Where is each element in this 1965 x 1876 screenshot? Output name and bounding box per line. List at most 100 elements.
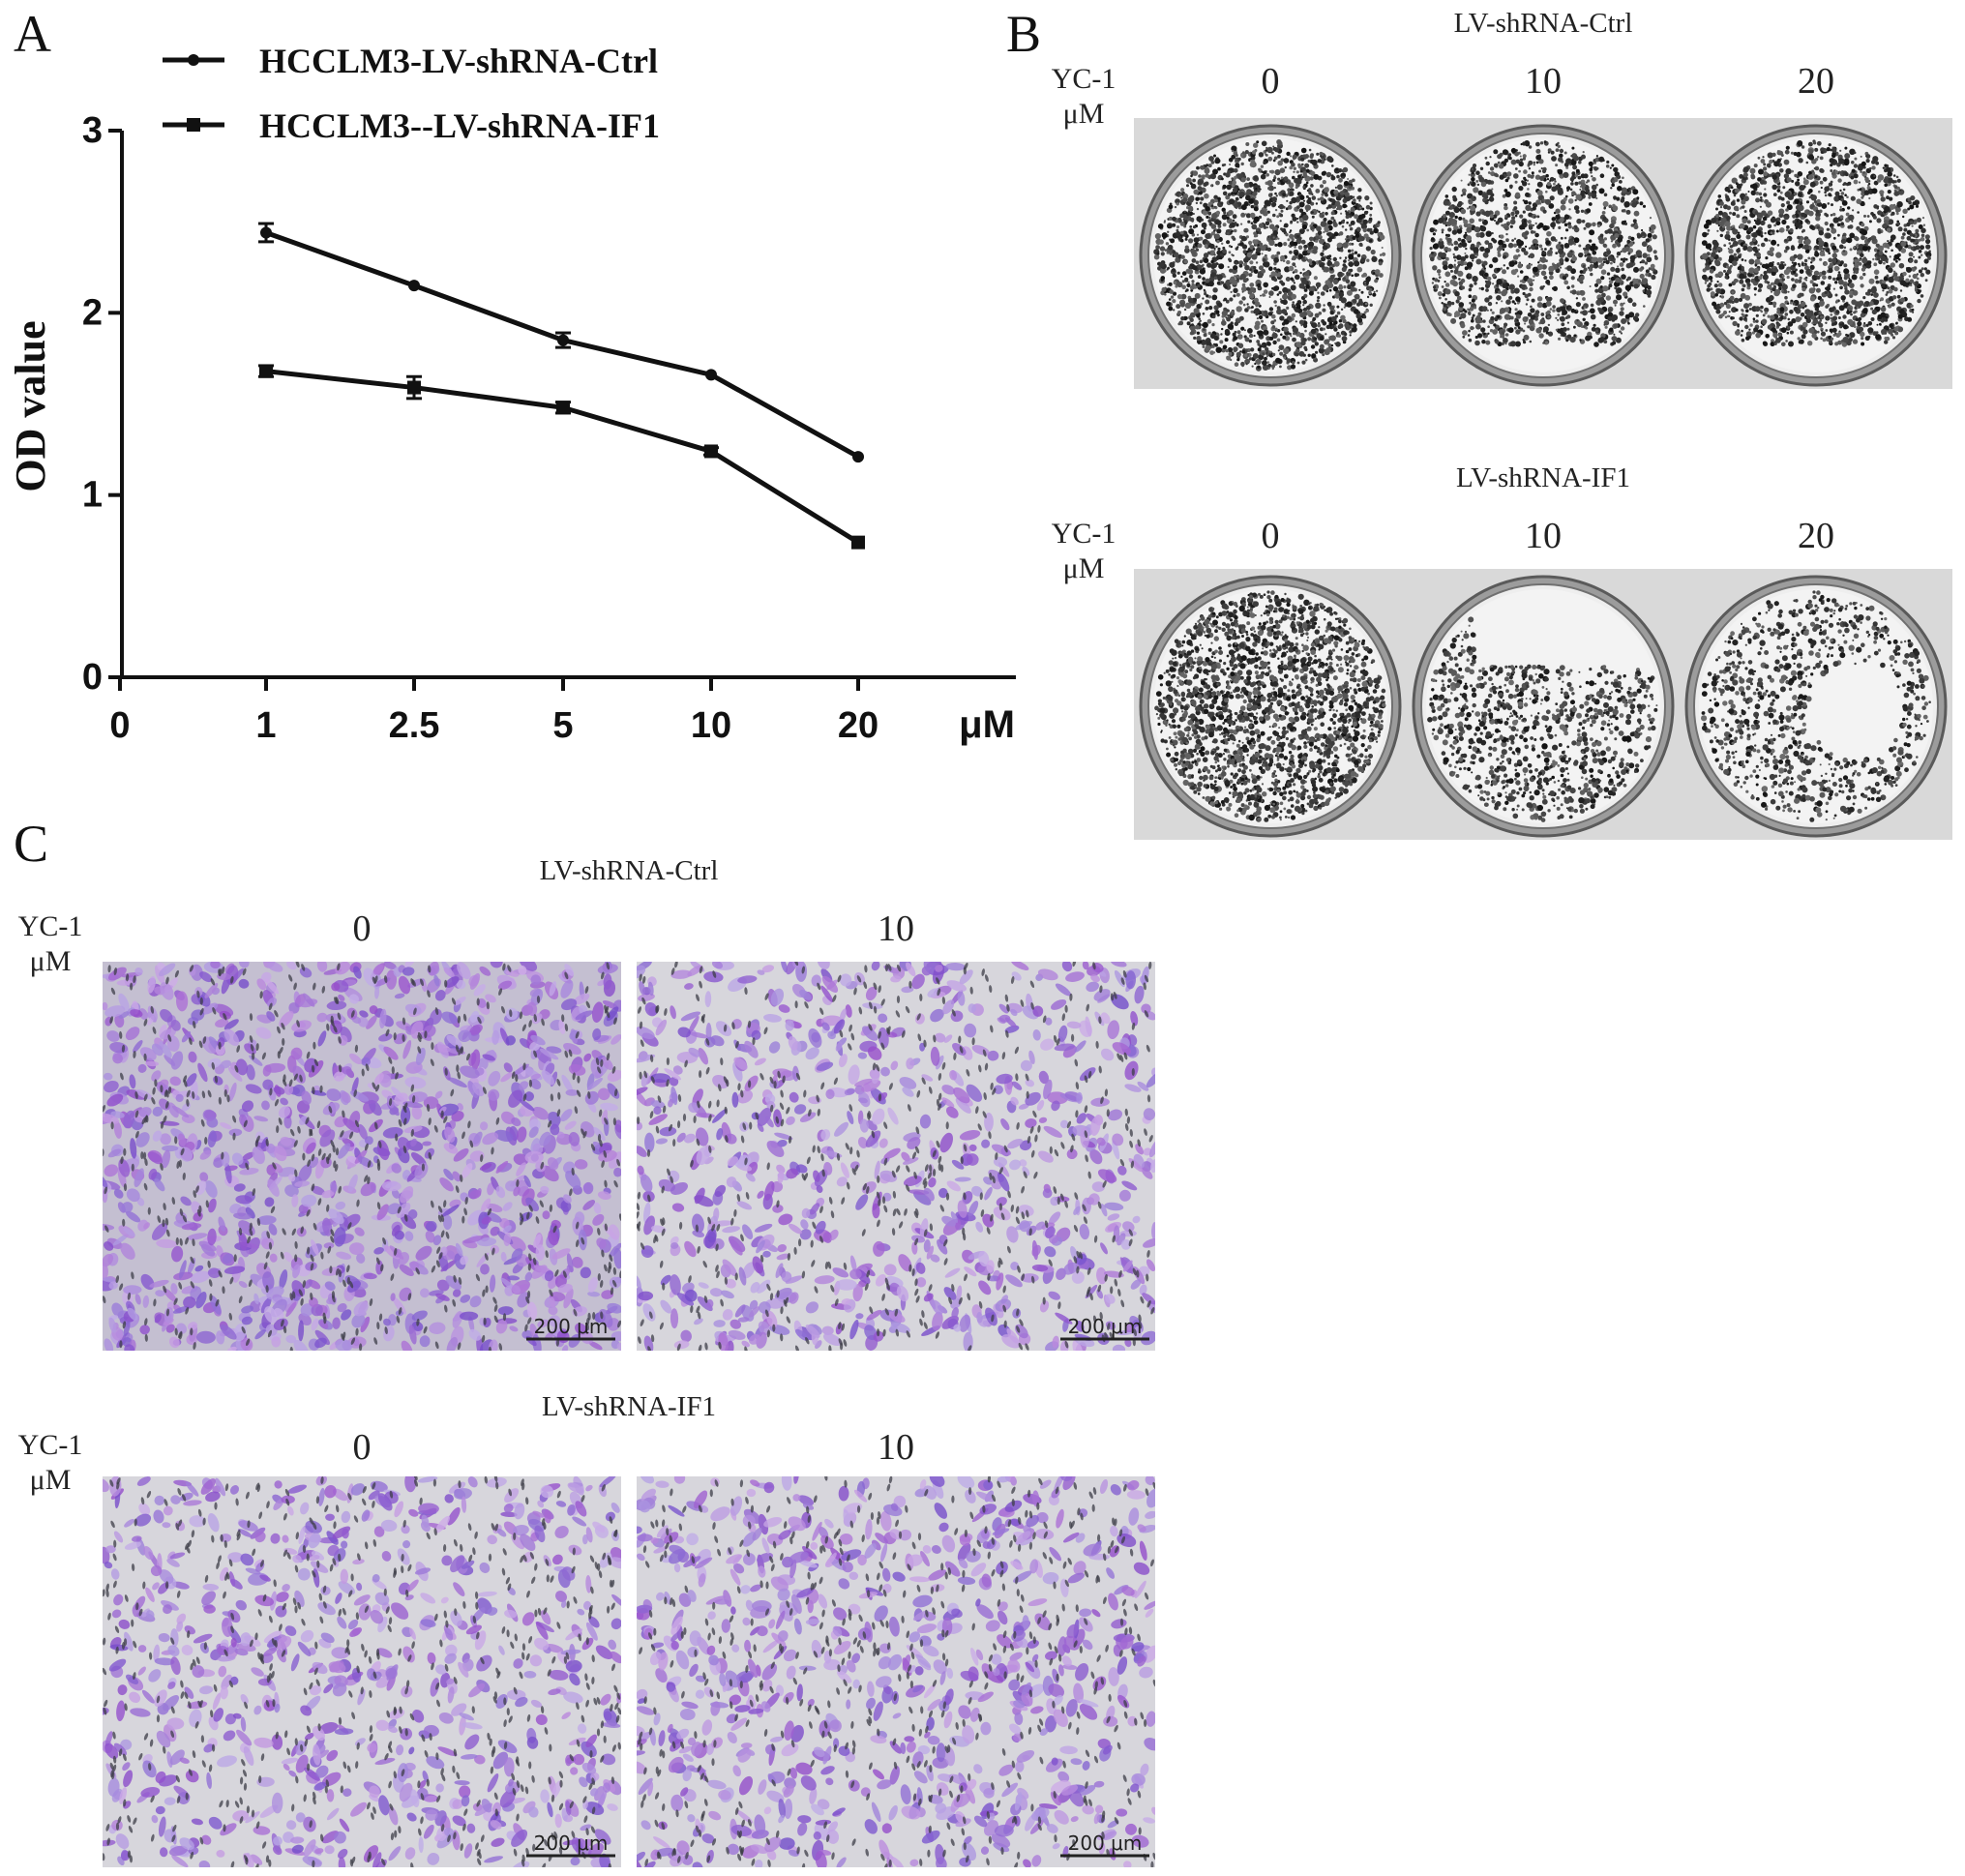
colony bbox=[1900, 248, 1907, 253]
colony bbox=[1914, 238, 1920, 244]
colony bbox=[1325, 212, 1328, 216]
colony bbox=[1831, 337, 1834, 341]
colony bbox=[1725, 234, 1728, 238]
colony bbox=[1764, 231, 1767, 235]
colony bbox=[1613, 323, 1619, 328]
colony bbox=[1170, 295, 1175, 299]
colony bbox=[1887, 190, 1891, 194]
colony bbox=[1559, 153, 1563, 159]
colony bbox=[1180, 293, 1187, 300]
colony bbox=[1321, 215, 1325, 218]
colony bbox=[1242, 151, 1245, 154]
colony bbox=[1631, 202, 1637, 208]
colony bbox=[1495, 221, 1500, 225]
colony bbox=[1160, 276, 1166, 281]
colony bbox=[1268, 296, 1271, 298]
colony bbox=[1348, 223, 1353, 227]
colony bbox=[1257, 283, 1262, 288]
colony bbox=[1760, 274, 1763, 277]
colony bbox=[1462, 330, 1468, 336]
colony bbox=[1308, 290, 1314, 296]
colony bbox=[1459, 242, 1462, 245]
colony bbox=[1510, 269, 1517, 276]
series-line bbox=[265, 369, 860, 545]
colony bbox=[1315, 350, 1319, 354]
colony bbox=[1349, 214, 1353, 217]
colony bbox=[1912, 201, 1917, 206]
colony bbox=[1846, 237, 1853, 244]
colony bbox=[1555, 214, 1561, 220]
colony bbox=[1273, 257, 1279, 263]
colony bbox=[1779, 191, 1783, 194]
colony bbox=[1226, 355, 1232, 361]
colony bbox=[1160, 252, 1165, 256]
colony bbox=[1233, 265, 1238, 271]
colony bbox=[1504, 178, 1509, 183]
colony bbox=[1763, 163, 1767, 166]
colony bbox=[1710, 287, 1713, 291]
colony bbox=[1882, 166, 1885, 169]
colony bbox=[1768, 302, 1771, 305]
colony bbox=[1902, 271, 1907, 277]
colony bbox=[1462, 192, 1467, 196]
colony bbox=[1253, 175, 1259, 180]
colony bbox=[1729, 245, 1734, 249]
colony bbox=[1168, 298, 1172, 301]
colony bbox=[1351, 306, 1355, 312]
colony bbox=[1474, 196, 1476, 199]
colony bbox=[1266, 247, 1271, 252]
colony bbox=[1791, 278, 1795, 282]
colony bbox=[1549, 195, 1555, 201]
colony bbox=[1189, 217, 1195, 223]
colony bbox=[1581, 220, 1586, 223]
colony bbox=[1886, 212, 1889, 215]
colony bbox=[1523, 199, 1529, 205]
colony bbox=[1542, 329, 1546, 333]
colony bbox=[1244, 337, 1250, 342]
colony bbox=[1802, 329, 1808, 335]
colony bbox=[1295, 274, 1300, 281]
colony bbox=[1831, 171, 1836, 176]
colony bbox=[1552, 309, 1556, 313]
colony bbox=[1337, 277, 1341, 282]
colony bbox=[1492, 214, 1498, 219]
colony bbox=[1486, 189, 1493, 195]
colony bbox=[1635, 313, 1640, 317]
colony bbox=[1304, 204, 1311, 211]
colony bbox=[1811, 202, 1815, 205]
colony bbox=[1288, 265, 1295, 272]
colony bbox=[1771, 152, 1776, 157]
colony bbox=[1543, 140, 1547, 143]
colony bbox=[1333, 219, 1336, 222]
colony bbox=[1751, 237, 1757, 243]
colony bbox=[1642, 253, 1648, 258]
colony bbox=[1257, 330, 1264, 337]
colony bbox=[1730, 264, 1733, 268]
colony bbox=[1834, 281, 1838, 284]
colony bbox=[1831, 146, 1834, 149]
colony bbox=[1745, 331, 1752, 338]
colony bbox=[1253, 142, 1259, 148]
colony bbox=[1331, 201, 1335, 206]
colony bbox=[1379, 273, 1384, 278]
colony bbox=[1500, 234, 1504, 239]
colony bbox=[1858, 181, 1861, 184]
colony bbox=[1298, 201, 1305, 208]
colony bbox=[1471, 316, 1474, 320]
colony bbox=[1765, 256, 1769, 260]
colony bbox=[1278, 290, 1282, 295]
colony bbox=[1871, 165, 1876, 170]
colony bbox=[1886, 290, 1890, 294]
colony bbox=[1619, 330, 1622, 334]
colony bbox=[1253, 231, 1257, 235]
colony bbox=[1514, 167, 1518, 170]
colony bbox=[1602, 243, 1607, 248]
colony bbox=[1860, 155, 1862, 158]
colony bbox=[1778, 208, 1785, 215]
colony bbox=[1796, 220, 1800, 223]
colony bbox=[1892, 270, 1896, 273]
colony bbox=[1240, 326, 1245, 331]
colony bbox=[1920, 267, 1924, 271]
colony bbox=[1641, 231, 1646, 236]
colony bbox=[1571, 191, 1576, 196]
